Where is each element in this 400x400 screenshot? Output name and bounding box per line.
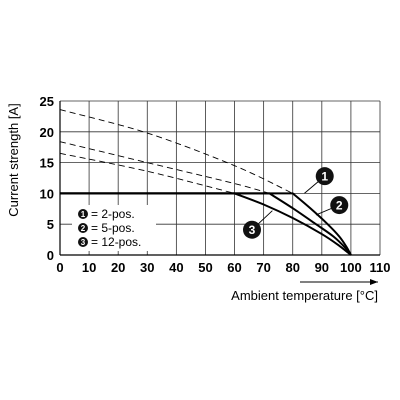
x-tick-label: 100 xyxy=(340,260,362,275)
legend-marker-label: 2 xyxy=(81,224,86,233)
series-3-solid-line xyxy=(60,192,352,256)
solid-lines xyxy=(60,192,352,256)
x-axis-arrow xyxy=(300,279,378,285)
series-3-dashed-line xyxy=(59,152,235,194)
y-axis-title: Current strength [A] xyxy=(6,103,21,216)
x-tick-label: 110 xyxy=(370,260,391,275)
legend-marker-1 xyxy=(78,209,88,219)
legend-marker-label: 1 xyxy=(81,210,86,219)
x-tick-label: 0 xyxy=(56,260,63,275)
legend-entry-text: = 5-pos. xyxy=(91,221,135,235)
badge-2-label: 2 xyxy=(336,199,343,213)
badge-2-circle xyxy=(330,196,349,215)
x-tick-label: 10 xyxy=(82,260,96,275)
x-tick-label: 40 xyxy=(169,260,183,275)
badge-1-circle xyxy=(315,167,334,186)
y-tick-label: 0 xyxy=(47,248,54,263)
series-2-dashed-line xyxy=(59,141,270,194)
y-tick-label: 5 xyxy=(47,217,54,232)
x-tick-label: 60 xyxy=(227,260,241,275)
y-tick-label: 25 xyxy=(40,94,54,109)
y-tick-labels: 0 5 10 15 20 25 xyxy=(40,94,54,263)
x-tick-label: 90 xyxy=(315,260,329,275)
legend-entry-text: = 2-pos. xyxy=(91,207,135,221)
x-tick-label: 20 xyxy=(111,260,125,275)
x-tick-labels: 0 10 20 30 40 50 60 70 80 90 100 110 xyxy=(56,260,390,275)
legend: 1 = 2-pos. 2 = 5-pos. 3 = 12-pos. xyxy=(72,205,156,251)
dashed-lines xyxy=(59,109,293,194)
x-tick-label: 70 xyxy=(256,260,270,275)
legend-marker-3 xyxy=(78,237,88,247)
series-badges: 1 2 3 xyxy=(243,167,349,239)
x-tick-label: 30 xyxy=(140,260,154,275)
badge-3-circle xyxy=(243,220,261,239)
legend-entry-text: = 12-pos. xyxy=(91,235,141,249)
legend-marker-2 xyxy=(78,223,88,233)
x-axis-title: Ambient temperature [°C] xyxy=(231,288,378,303)
y-tick-label: 10 xyxy=(40,186,54,201)
legend-marker-label: 3 xyxy=(81,238,86,247)
series-2-solid-line xyxy=(60,192,352,256)
series-1-dashed-line xyxy=(59,109,293,194)
axes xyxy=(59,101,380,256)
y-tick-label: 20 xyxy=(40,125,54,140)
series-1-solid-line xyxy=(60,192,352,256)
x-tick-label: 50 xyxy=(198,260,212,275)
badge-1-label: 1 xyxy=(321,170,328,184)
y-tick-label: 15 xyxy=(40,156,54,171)
badge-3-label: 3 xyxy=(249,223,256,237)
x-tick-label: 80 xyxy=(285,260,299,275)
